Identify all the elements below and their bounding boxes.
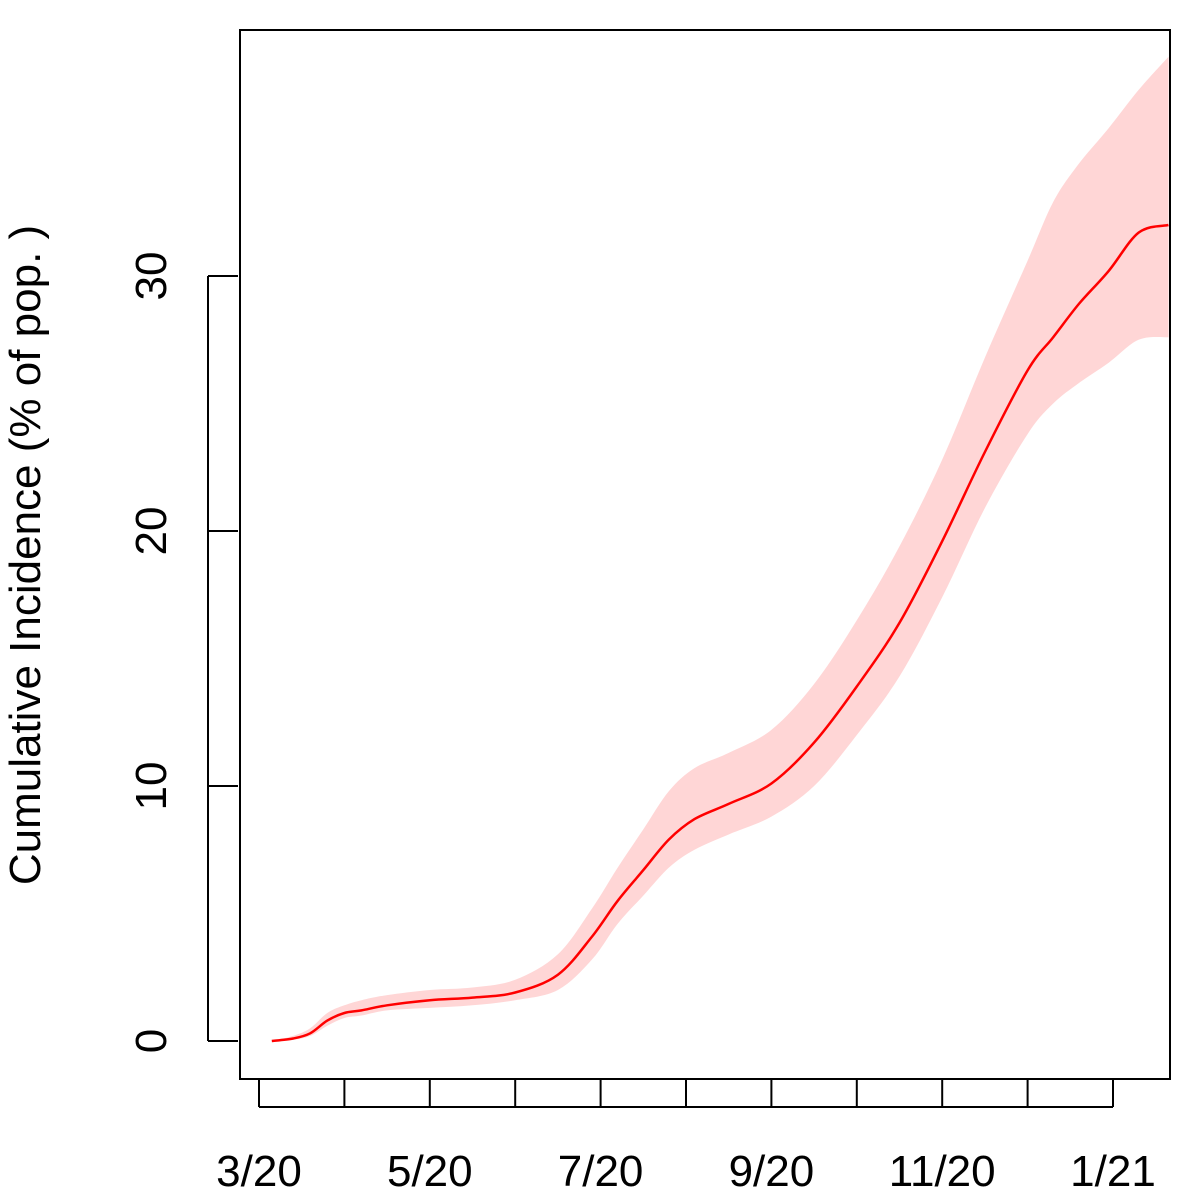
y-tick-label: 30 — [127, 252, 176, 301]
median-line — [271, 223, 1169, 1043]
x-tick-label: 11/20 — [889, 1147, 996, 1196]
y-axis: 0 10 20 30 — [127, 252, 238, 1053]
x-axis: 3/20 5/20 7/20 9/20 11/20 1/21 — [216, 1080, 1156, 1196]
y-tick-label: 10 — [127, 762, 176, 811]
confidence-band-layer — [271, 56, 1169, 1041]
plot-area-frame — [239, 29, 1171, 1080]
y-tick-label: 20 — [127, 507, 176, 556]
confidence-band — [271, 56, 1169, 1041]
median-line-layer — [271, 223, 1169, 1043]
x-tick-label: 9/20 — [729, 1147, 815, 1196]
x-tick-label: 3/20 — [216, 1147, 302, 1196]
x-tick-label: 1/21 — [1070, 1147, 1156, 1196]
y-tick-label: 0 — [127, 1029, 176, 1053]
y-axis-label: Cumulative Incidence (% of pop. ) — [1, 225, 50, 885]
x-tick-label: 7/20 — [558, 1147, 644, 1196]
x-tick-label: 5/20 — [387, 1147, 473, 1196]
